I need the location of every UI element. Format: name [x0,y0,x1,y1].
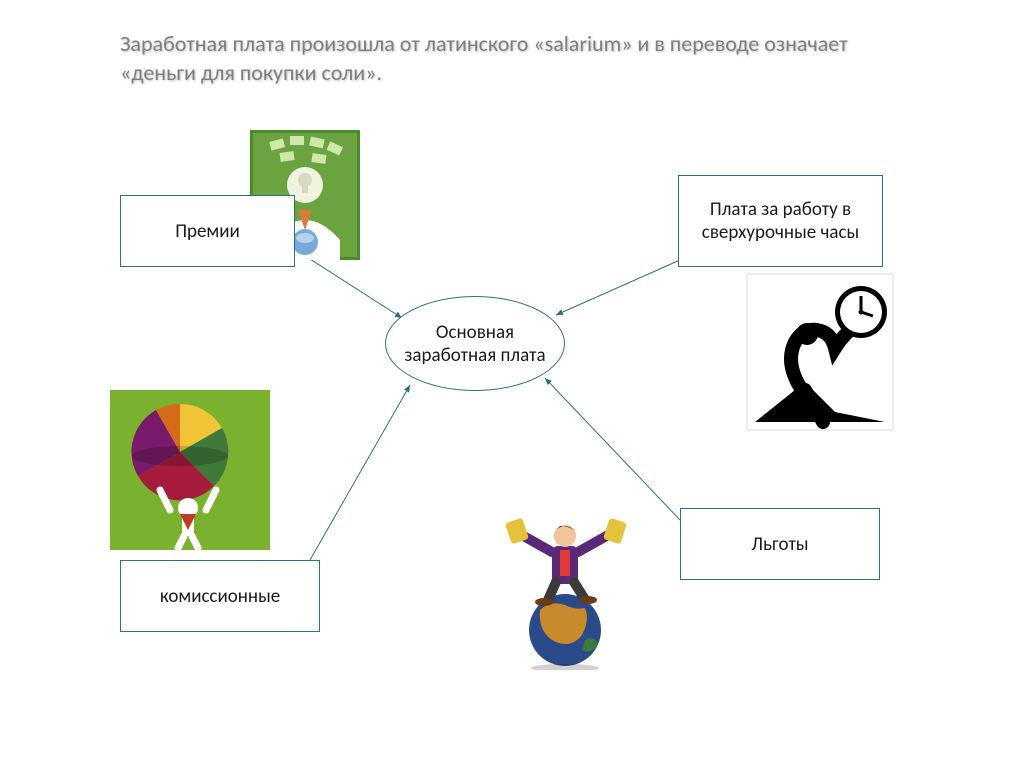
center-label: Основная заработная плата [394,321,556,367]
node-commission: комиссионные [120,560,320,632]
node-benefits-label: Льгoты [751,533,808,556]
center-node: Основная заработная плата [385,296,565,391]
node-overtime-label: Плата за работу в сверхурочные часы [689,198,872,244]
clipart-clock-icon [745,272,895,432]
slide-title: Заработная плата произошла от латинского… [120,30,920,87]
node-benefits: Льгoты [680,508,880,580]
clipart-piechart-icon [110,390,270,550]
slide-canvas: Заработная плата произошла от латинского… [0,0,1024,768]
node-bonus-label: Премии [175,220,240,243]
node-commission-label: комиссионные [160,585,280,608]
node-bonus: Премии [120,195,295,267]
node-overtime: Плата за работу в сверхурочные часы [678,175,883,267]
clipart-globe-icon [490,490,640,670]
